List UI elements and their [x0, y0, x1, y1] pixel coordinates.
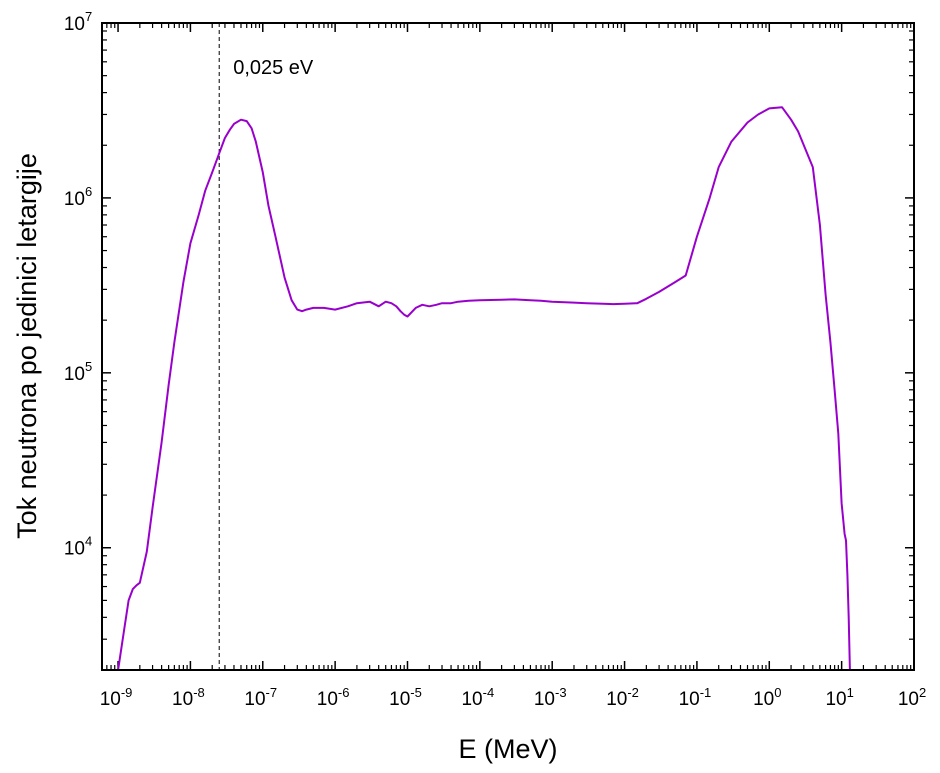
x-tick-labels: 10-9 10-8 10-7 10-6 10-5 10-4 10-3 10-2 10-1 100 1… [100, 685, 926, 710]
major-ticks [102, 22, 915, 670]
x-tick-label: 10-7 [244, 685, 277, 710]
x-tick-label: 10-1 [679, 685, 712, 710]
x-tick-label: 101 [825, 685, 853, 710]
y-tick-label: 106 [64, 184, 92, 210]
reference-line-label: 0,025 eV [233, 57, 314, 79]
x-tick-label: 10-5 [389, 685, 422, 710]
x-axis-title: E (MeV) [458, 734, 557, 764]
plot-frame [101, 22, 915, 671]
y-axis-title: Tok neutrona po jedinici letargije [12, 153, 42, 539]
y-tick-label: 107 [64, 9, 92, 35]
flux-series-line [117, 106, 851, 671]
y-tick-label: 105 [64, 359, 92, 385]
x-tick-label: 100 [753, 685, 781, 710]
y-tick-label: 104 [64, 534, 92, 560]
x-tick-label: 10-4 [461, 685, 494, 710]
x-tick-label: 10-6 [317, 685, 350, 710]
x-tick-label: 10-8 [172, 685, 205, 710]
x-tick-label: 10-9 [100, 685, 133, 710]
x-tick-label: 102 [898, 685, 926, 710]
y-tick-labels: 104 105 106 107 [64, 9, 92, 560]
x-tick-label: 10-3 [534, 685, 567, 710]
x-tick-label: 10-2 [606, 685, 639, 710]
